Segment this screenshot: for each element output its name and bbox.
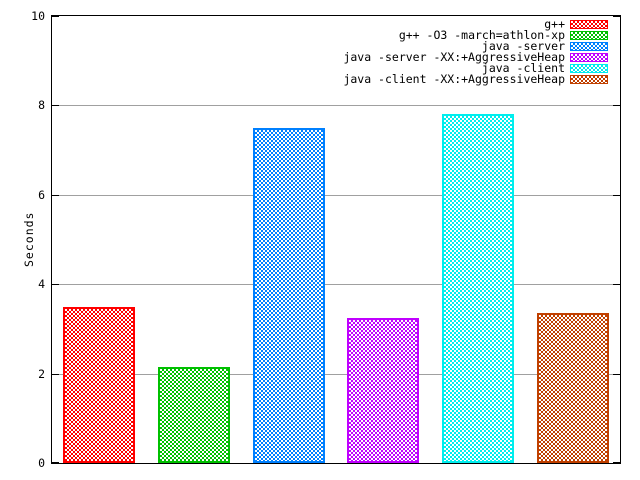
- legend-item: g++ -O3 -march=athlon-xp: [343, 28, 608, 42]
- y-tick-label: 0: [38, 456, 45, 470]
- legend-item: java -server: [343, 39, 608, 53]
- bar: [347, 318, 419, 463]
- y-tick-label: 8: [38, 98, 45, 112]
- legend-swatch: [570, 20, 608, 29]
- bar: [158, 367, 230, 463]
- axis-tick: [52, 462, 59, 463]
- axis-tick: [613, 105, 620, 106]
- axis-tick: [613, 195, 620, 196]
- bar: [253, 128, 325, 463]
- bar: [63, 307, 135, 463]
- bar: [537, 313, 609, 463]
- legend-label: java -server -XX:+AggressiveHeap: [343, 50, 565, 64]
- legend: g++ g++ -O3 -march=athlon-xp java -server j…: [343, 17, 608, 86]
- axis-tick: [613, 284, 620, 285]
- legend-swatch: [570, 64, 608, 73]
- legend-item: java -server -XX:+AggressiveHeap: [343, 50, 608, 64]
- y-tick-label: 10: [31, 9, 45, 23]
- axis-tick: [613, 16, 620, 17]
- legend-item: g++: [343, 17, 608, 31]
- gridline: [52, 374, 620, 375]
- axis-tick: [52, 16, 59, 17]
- y-tick-label: 2: [38, 367, 45, 381]
- gridline: [52, 195, 620, 196]
- gridline: [52, 284, 620, 285]
- axis-tick: [613, 462, 620, 463]
- bar: [442, 114, 514, 463]
- legend-label: g++: [544, 17, 565, 31]
- legend-label: java -client: [481, 61, 565, 75]
- axis-tick: [52, 105, 59, 106]
- legend-label: java -client -XX:+AggressiveHeap: [343, 72, 565, 86]
- y-axis: 0 2 4 6 8 10: [0, 10, 45, 469]
- plot-area: g++ g++ -O3 -march=athlon-xp java -server j…: [51, 15, 621, 464]
- y-tick-label: 4: [38, 277, 45, 291]
- legend-label: g++ -O3 -march=athlon-xp: [398, 28, 565, 42]
- axis-tick: [52, 195, 59, 196]
- gridline: [52, 105, 620, 106]
- legend-swatch: [570, 53, 608, 62]
- legend-item: java -client -XX:+AggressiveHeap: [343, 72, 608, 86]
- axis-tick: [52, 284, 59, 285]
- legend-swatch: [570, 75, 608, 84]
- y-tick-label: 6: [38, 188, 45, 202]
- legend-item: java -client: [343, 61, 608, 75]
- legend-swatch: [570, 42, 608, 51]
- legend-label: java -server: [481, 39, 565, 53]
- legend-swatch: [570, 31, 608, 40]
- axis-tick: [52, 374, 59, 375]
- axis-tick: [613, 374, 620, 375]
